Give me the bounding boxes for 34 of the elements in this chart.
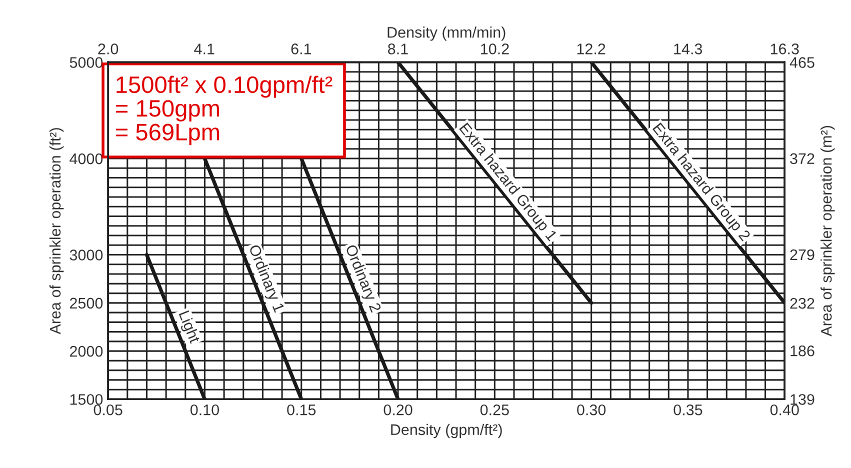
y-tick-label: 2500 xyxy=(70,298,103,309)
y2-tick-label: 372 xyxy=(790,153,814,164)
x-tick-label: 0.10 xyxy=(190,404,219,416)
y2-tick-label: 139 xyxy=(790,394,814,405)
annotation: 1500ft² x 0.10gpm/ft² = 150gpm = 569Lpm xyxy=(116,76,332,146)
x2-axis-title: Density (mm/min) xyxy=(388,26,506,41)
x-tick-label: 0.25 xyxy=(480,404,509,416)
x-tick-label: 0.35 xyxy=(674,404,702,416)
y2-tick-label: 465 xyxy=(790,57,814,68)
y-tick-label: 2000 xyxy=(70,346,103,357)
x2-tick-label: 14.3 xyxy=(674,44,702,54)
x-axis-title: Density (gpm/ft²) xyxy=(391,424,502,438)
x2-tick-label: 12.2 xyxy=(577,44,606,54)
y2-axis-title: Area of sprinkler operation (m²) xyxy=(820,126,835,336)
text: Light xyxy=(176,310,201,345)
x2-tick-label: 6.1 xyxy=(291,44,312,54)
y2-tick-label: 279 xyxy=(790,249,814,260)
x2-tick-label: 4.1 xyxy=(194,44,214,54)
y-tick-label: 4000 xyxy=(70,153,103,164)
y2-tick-label: 232 xyxy=(790,298,814,309)
x2-tick-label: 2.0 xyxy=(98,44,118,54)
x-tick-label: 0.05 xyxy=(94,404,122,416)
x2-tick-label: 8.1 xyxy=(388,44,408,54)
x-tick-label: 0.30 xyxy=(577,404,606,416)
x-tick-label: 0.15 xyxy=(287,404,316,416)
y2-tick-label: 186 xyxy=(790,345,814,356)
y-tick-label: 5000 xyxy=(70,57,103,68)
x-tick-label: 0.20 xyxy=(384,404,412,416)
x2-tick-label: 16.3 xyxy=(770,44,799,54)
y-axis-title: Area of sprinkler operation (ft²) xyxy=(49,128,64,334)
y-tick-label: 1500 xyxy=(70,394,103,405)
y-tick-label: 3000 xyxy=(70,250,103,260)
x2-tick-label: 10.2 xyxy=(481,44,509,54)
x-tick-label: 0.40 xyxy=(770,404,799,416)
